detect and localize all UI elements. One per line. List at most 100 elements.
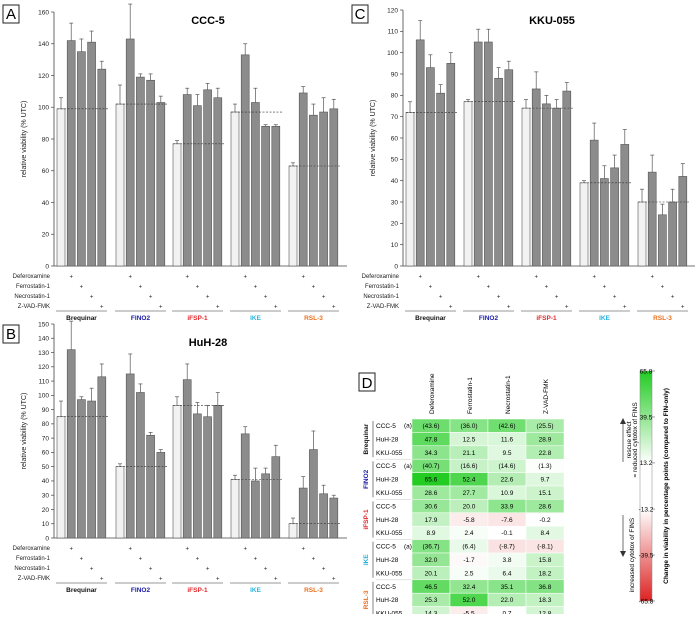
bar [271,456,281,539]
row-label: CCC-5 [376,544,396,551]
group-label: IKE [363,554,370,566]
treatment-plus: + [264,567,268,573]
bar [66,40,76,267]
treatment-plus: + [159,305,163,311]
heatmap-value: 52.0 [463,597,476,604]
row-note: (a) [404,423,412,430]
heatmap-value: -0.1 [501,530,513,537]
bar [172,405,182,539]
bar [193,105,202,267]
row-label: CCC-5 [376,423,396,430]
y-axis-label: relative viability (% UTC) [21,393,28,470]
bar [125,38,135,267]
treatment-plus: + [534,275,538,281]
treatment-plus: + [555,295,559,301]
treatment-plus: + [507,305,511,311]
heatmap-value: 9.5 [502,450,511,457]
heatmap-value: 9.7 [540,477,549,484]
y-tick-label: 70 [391,114,399,121]
bar [494,77,503,267]
heatmap-value: 22.0 [501,597,514,604]
row-label: HuH-28 [376,597,399,604]
heatmap-value: 52.4 [463,477,476,484]
heatmap-value: 32.4 [463,584,476,591]
heatmap-value: (42.6) [499,423,516,430]
heatmap-value: -5.5 [463,611,475,614]
panel-title: CCC-5 [191,15,225,27]
bar [298,92,308,267]
y-tick-label: 100 [38,393,49,400]
drug-label: IKE [250,315,262,322]
y-tick-label: 50 [42,464,50,471]
bar [637,201,647,267]
colorbar-tick-label: -13.2 [639,506,654,513]
column-header: Deferoxamine [429,373,436,414]
row-label: HuH-28 [376,557,399,564]
cytotox-label: increased cytotox of FINS [629,517,636,592]
panel-letter: B [6,326,16,343]
heatmap-value: 22.6 [501,477,514,484]
heatmap-value: (43.6) [423,423,440,430]
bar [203,89,212,267]
treatment-plus: + [322,295,326,301]
bar [136,76,145,267]
drug-label: iFSP-1 [536,315,557,322]
column-header: Necrostatin-1 [505,375,512,414]
treatment-label: Ferrostatin-1 [365,284,400,290]
drug-label: FINO2 [131,587,151,594]
treatment-plus: + [623,305,627,311]
treatment-plus: + [69,547,73,553]
y-tick-label: 130 [38,350,49,357]
panel-C: C KKU-055 0 10 20 30 40 50 60 70 80 90 100 110 120 rela… [351,4,695,322]
heatmap-value: 47.8 [425,436,438,443]
heatmap-value: 6.4 [502,570,511,577]
y-tick-label: 10 [42,521,50,528]
heatmap-value: 32.0 [425,557,438,564]
heatmap-value: 25.3 [425,597,438,604]
bar [678,176,688,267]
treatment-plus: + [274,305,278,311]
bar [261,473,270,539]
treatment-plus: + [69,275,73,281]
treatment-plus: + [332,305,336,311]
heatmap-value: 8.9 [426,530,435,537]
heatmap-value: 34.3 [425,450,438,457]
bar [240,54,250,267]
bar [589,139,599,267]
panel-letter-box [358,372,376,392]
y-tick-label: 120 [38,73,49,80]
colorbar-title: Change in viability in percentage points… [663,388,670,584]
y-tick-label: 150 [38,321,49,328]
heatmap-value: 8.4 [540,530,549,537]
bar [182,379,192,539]
treatment-plus: + [206,567,210,573]
heatmap-value: 18.2 [539,570,552,577]
treatment-plus: + [301,275,305,281]
group-label: iFSP-1 [363,509,370,530]
treatment-plus: + [650,275,654,281]
drug-label: Brequinar [66,315,97,322]
row-note: (a) [404,463,412,470]
colorbar-tick-label: 13.2 [640,460,653,467]
colorbar-tick-label: -39.5 [639,552,654,559]
treatment-label: Necrostatin-1 [14,294,50,300]
heatmap-value: (1.3) [538,463,551,470]
heatmap-value: 20.0 [463,503,476,510]
y-tick-label: 110 [39,378,50,385]
bar [271,126,281,267]
row-label: HuH-28 [376,517,399,524]
bar [531,88,541,267]
rescue-label: rescue effect [626,421,633,458]
colorbar [639,370,653,602]
treatment-plus: + [100,305,104,311]
treatment-label: Ferrostatin-1 [16,284,51,290]
treatment-plus: + [312,285,316,291]
treatment-plus: + [216,305,220,311]
bar [600,178,609,267]
row-label: CCC-5 [376,584,396,591]
treatment-plus: + [449,305,453,311]
y-tick-label: 100 [387,50,398,57]
heatmap-value: 27.7 [463,490,476,497]
treatment-plus: + [100,577,104,583]
